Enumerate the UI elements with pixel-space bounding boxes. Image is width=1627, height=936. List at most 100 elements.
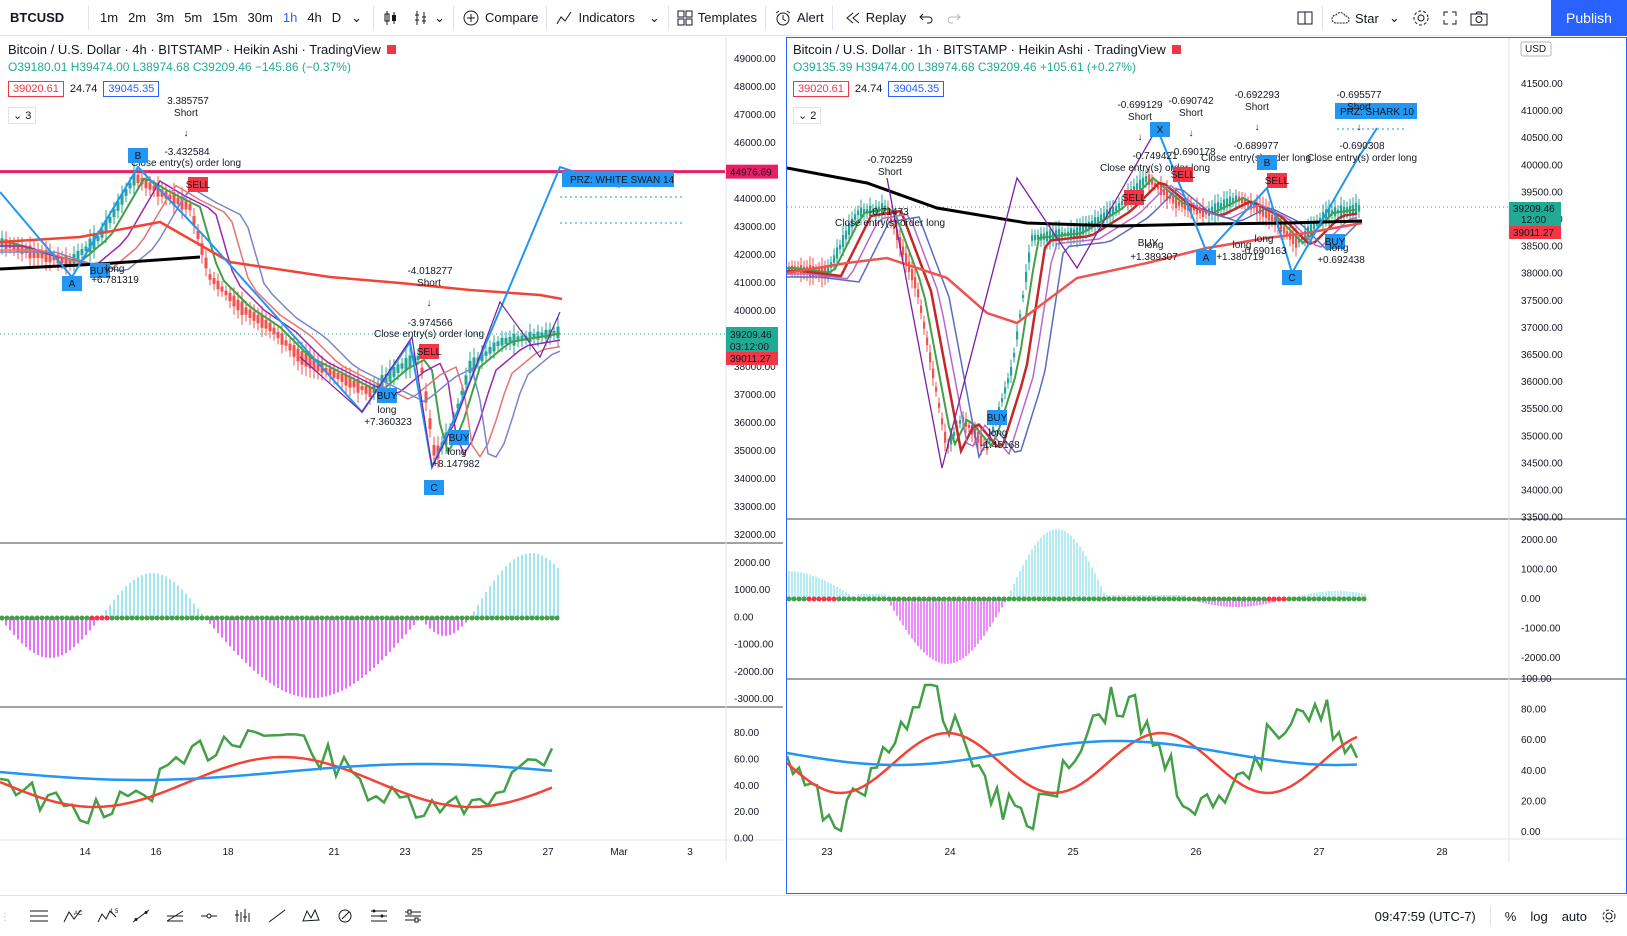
pattern-tool[interactable]: AC [56, 899, 90, 933]
zero-dot [384, 615, 390, 621]
candle-body [224, 290, 228, 296]
price-tag-current [1509, 202, 1561, 226]
candle-body [228, 292, 232, 302]
candle-body [1328, 207, 1331, 218]
right-chart-canvas[interactable]: PRZ: SHARK 10-0.702259Short-0.71473Close… [787, 38, 1626, 893]
zero-dot [209, 615, 215, 621]
stoch-d-line [0, 755, 553, 809]
publish-button[interactable]: Publish [1551, 0, 1627, 36]
zero-dot [1201, 596, 1207, 602]
ma-blue [787, 188, 1358, 460]
candle-body [1244, 198, 1247, 206]
xabcd-tool[interactable] [294, 899, 328, 933]
annot-close1: Close entry(s) order long [131, 158, 241, 169]
candle-body [276, 331, 280, 339]
gear-icon[interactable] [1601, 908, 1617, 924]
flag-icon[interactable] [386, 45, 396, 54]
osc-tick-label: 0.00 [734, 612, 754, 623]
zero-dot [896, 596, 902, 602]
interval-15m[interactable]: 15m [212, 10, 238, 25]
bars-pattern-tool[interactable] [226, 899, 260, 933]
annot-c2: Close entry(s) order long [1100, 163, 1210, 174]
candle-body [1139, 179, 1142, 191]
zero-dot [429, 615, 435, 621]
zero-dot [1061, 596, 1067, 602]
interval-d[interactable]: D [331, 10, 342, 25]
candle-body [128, 182, 132, 189]
symbol-search[interactable]: BTCUSD [10, 10, 65, 25]
compare-button[interactable]: Compare [456, 0, 544, 36]
replay-button[interactable]: Replay [839, 0, 912, 36]
zero-dot [931, 596, 937, 602]
annot-long4: long [1255, 234, 1274, 245]
fib-tool[interactable] [158, 899, 192, 933]
log-toggle[interactable]: log [1530, 908, 1548, 924]
zero-dot [349, 615, 355, 621]
interval-3m[interactable]: 3m [156, 10, 175, 25]
annot-buy5-box [1325, 234, 1345, 249]
drag-handle[interactable]: ⋮ [0, 912, 10, 923]
cloud-icon [1331, 12, 1350, 24]
snapshot-button[interactable] [1464, 0, 1494, 36]
price-tick-label: 36000.00 [734, 418, 776, 429]
arrow-down-icon: ↓ [1255, 122, 1260, 133]
left-chart-canvas[interactable]: PRZ: WHITE SWAN 143.385757Short↓-3.43258… [0, 37, 783, 894]
indicators-collapse-button[interactable]: ⌄ 2 [793, 107, 822, 124]
percent-toggle[interactable]: % [1504, 908, 1517, 924]
candle-body [536, 331, 540, 340]
chart-type-button[interactable]: ⌄ [406, 0, 451, 36]
interval-5m[interactable]: 5m [184, 10, 203, 25]
sell-price-box[interactable]: 39020.61 [8, 81, 64, 97]
auto-toggle[interactable]: auto [1561, 908, 1587, 924]
clock-display[interactable]: 09:47:59 (UTC-7) [1374, 908, 1476, 924]
osc-tick-label: -1000.00 [1521, 624, 1561, 635]
annot-s3-value: -0.690742 [1168, 96, 1213, 107]
separator [373, 5, 375, 30]
zero-dot [59, 615, 65, 621]
sell-price-box[interactable]: 39020.61 [793, 81, 849, 97]
forecast-tool[interactable] [362, 899, 396, 933]
redo-button[interactable] [940, 0, 968, 36]
candle-body [528, 331, 532, 343]
ma-red-long [787, 221, 1363, 325]
chart-pane-right[interactable]: PRZ: SHARK 10 -0.702259 Short -0.71473 Close… [786, 37, 1627, 894]
right-price-axis[interactable]: USD 41500.00 41000.00 40500.00 40000.00 39500… [821, 41, 1563, 858]
buy-price-box[interactable]: 39045.35 [888, 81, 945, 97]
star-button[interactable]: Star ⌄ [1325, 0, 1406, 36]
settings-button[interactable] [1406, 0, 1436, 36]
ma-darkred [787, 181, 1358, 455]
interval-2m[interactable]: 2m [128, 10, 147, 25]
undo-button[interactable] [912, 0, 940, 36]
zero-dot [1066, 596, 1072, 602]
chevron-down-icon[interactable]: ⌄ [351, 9, 363, 25]
elliott-tool[interactable]: 1 5 [90, 899, 124, 933]
candle-body [1298, 239, 1301, 243]
zero-dot [114, 615, 120, 621]
elliott-wave-icon: 1 5 [97, 909, 118, 922]
flag-icon[interactable] [1171, 45, 1181, 54]
left-price-axis[interactable]: 49000.0048000.0047000.0046000.0045000.00… [79, 54, 778, 858]
alert-button[interactable]: Alert [768, 0, 830, 36]
indicators-button[interactable]: Indicators ⌄ [549, 0, 665, 36]
chart-pane-left[interactable]: PRZ: WHITE SWAN 14 3.385757 Short ↓ -3.43258… [0, 37, 783, 894]
bar-style-button[interactable] [376, 0, 406, 36]
layout-button[interactable] [1290, 0, 1320, 36]
trendline-tool[interactable] [124, 899, 158, 933]
candle-body [188, 203, 192, 211]
cursor-tool[interactable] [22, 899, 56, 933]
candle-body [432, 445, 436, 456]
indicators-collapse-button[interactable]: ⌄ 3 [8, 107, 37, 124]
interval-1h[interactable]: 1h [282, 10, 298, 25]
zero-dot [1096, 596, 1102, 602]
right-toolbar: Star ⌄ [1290, 0, 1494, 36]
ray-tool[interactable] [260, 899, 294, 933]
ruler-tool[interactable] [396, 899, 430, 933]
interval-4h[interactable]: 4h [307, 10, 322, 25]
templates-button[interactable]: Templates [671, 0, 763, 36]
fullscreen-button[interactable] [1436, 0, 1464, 36]
interval-1m[interactable]: 1m [100, 10, 119, 25]
buy-price-box[interactable]: 39045.35 [103, 81, 160, 97]
interval-30m[interactable]: 30m [247, 10, 273, 25]
brush-tool[interactable] [328, 899, 362, 933]
horizontal-line-tool[interactable] [192, 899, 226, 933]
